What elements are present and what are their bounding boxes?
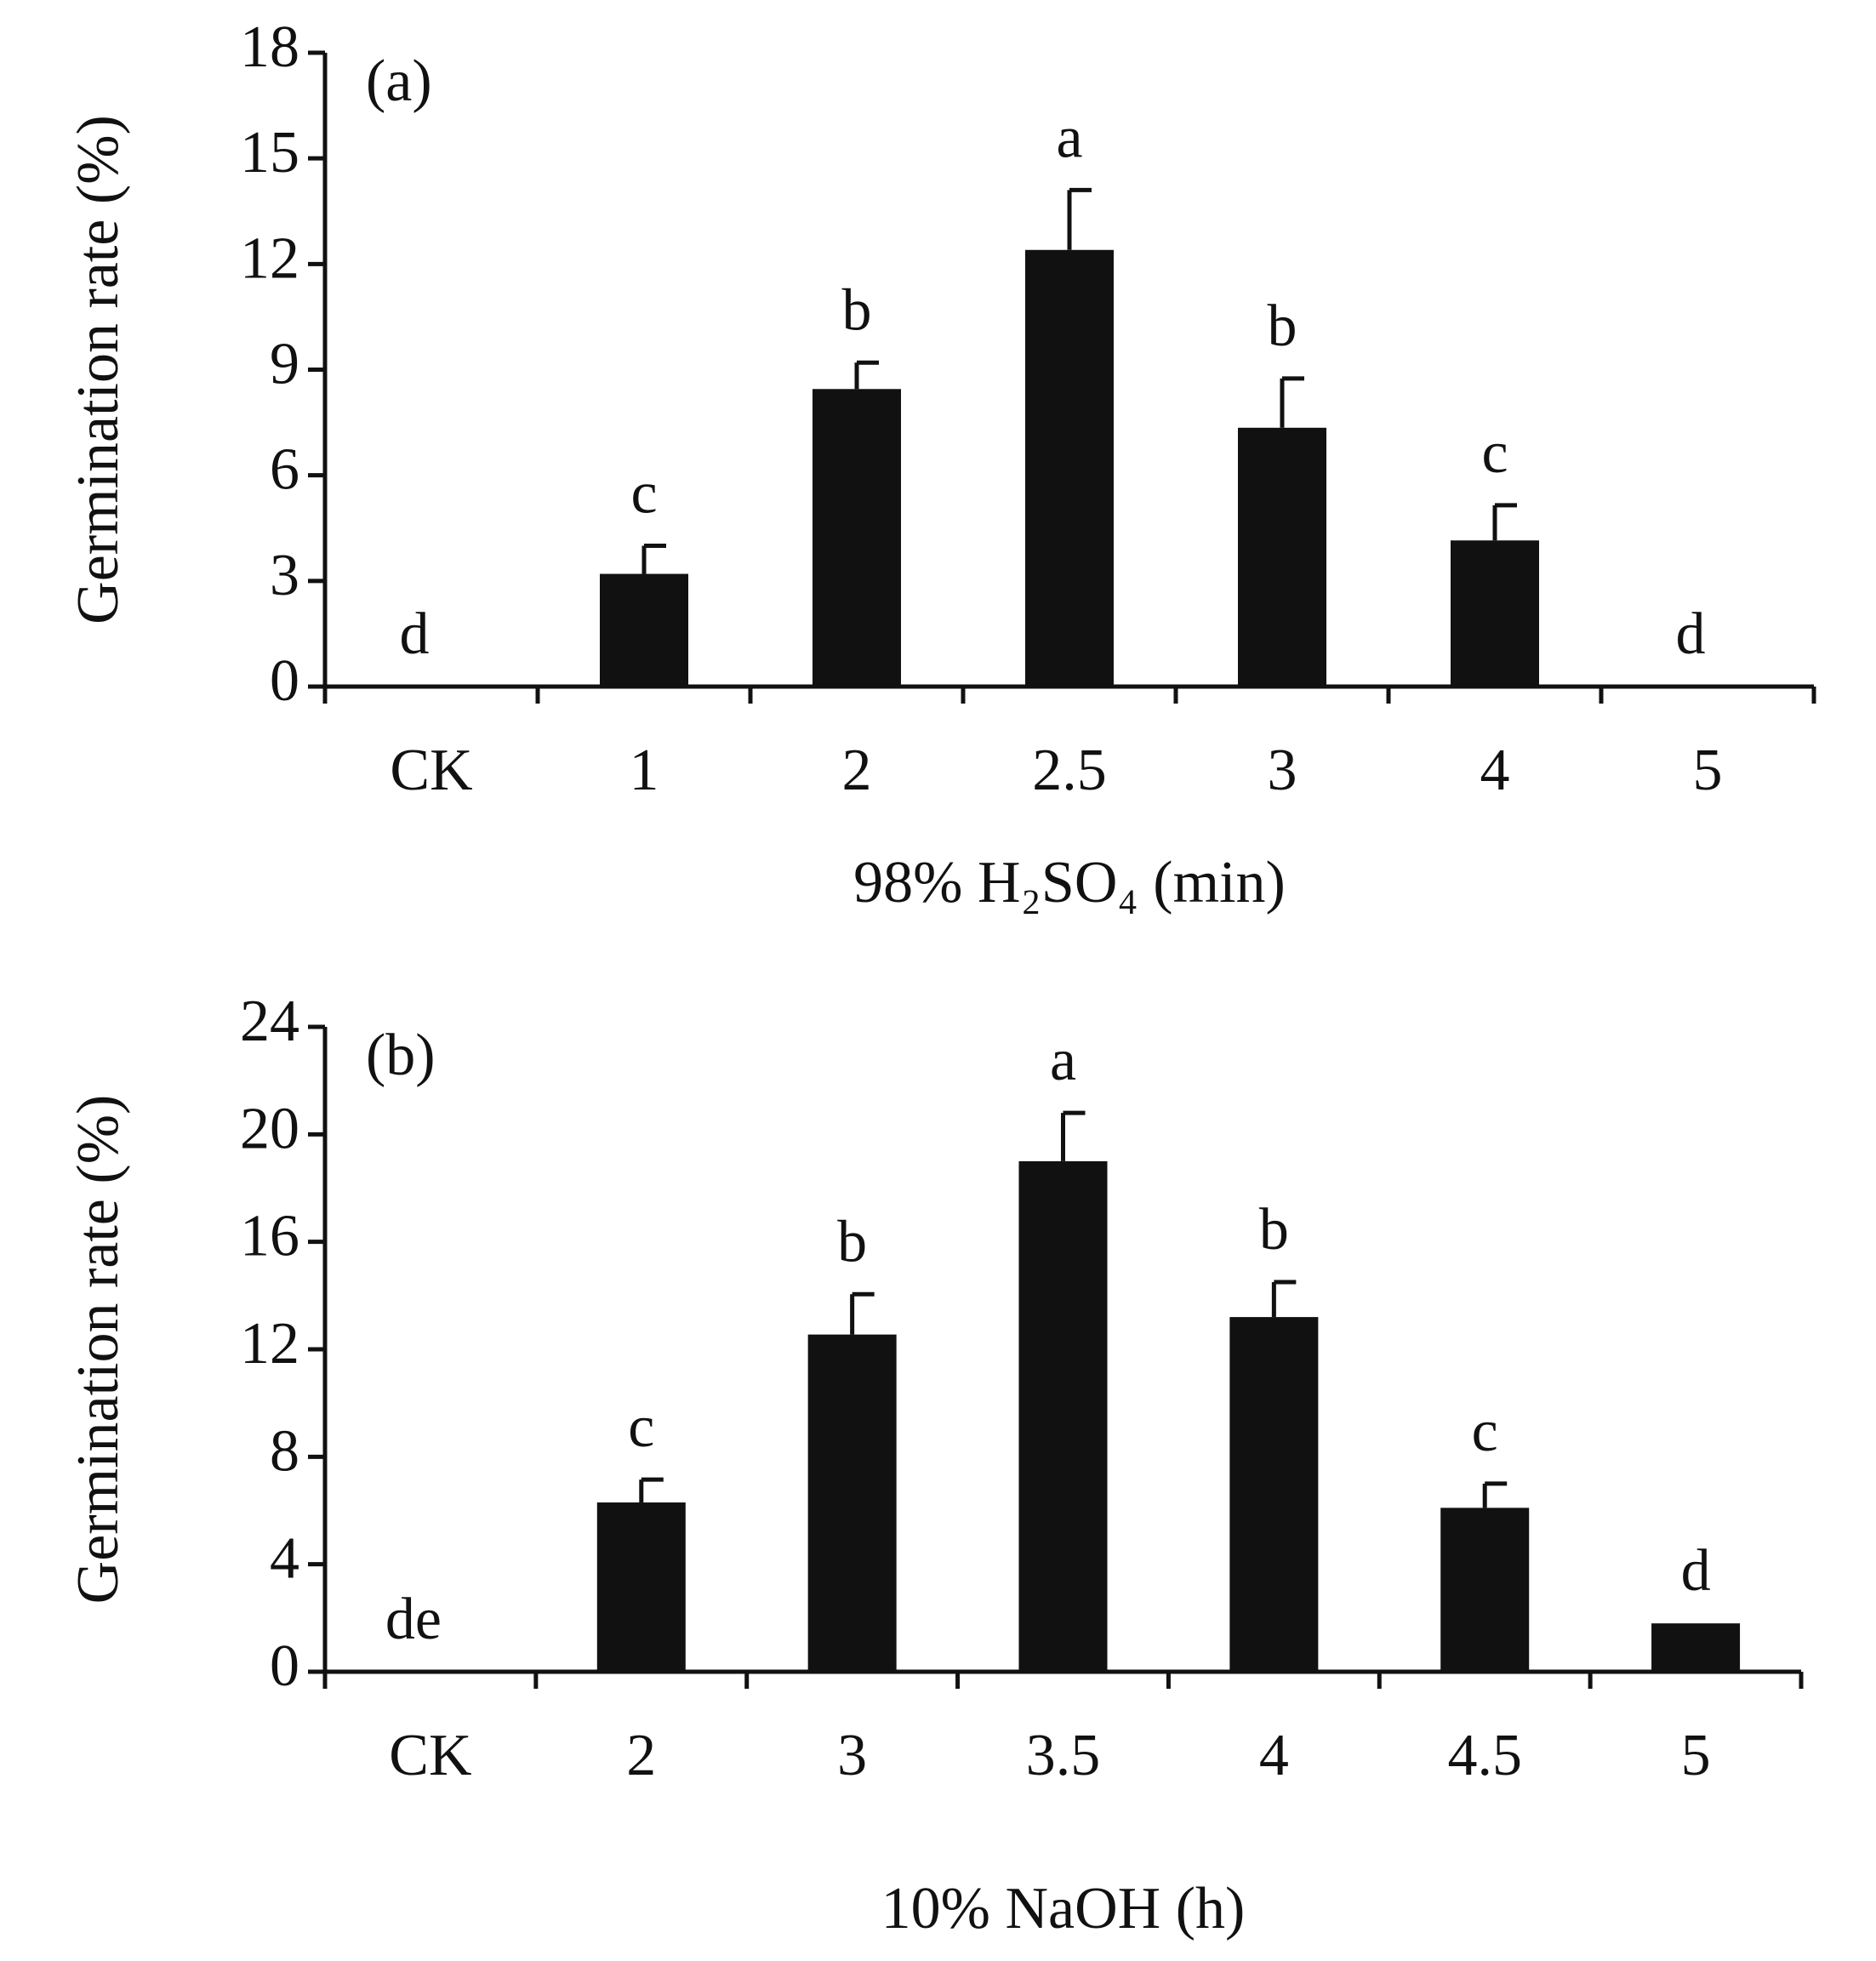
significance-letter: b (842, 277, 872, 343)
y-tick-label: 20 (240, 1096, 299, 1161)
bar (1451, 540, 1539, 687)
significance-letter: c (628, 1394, 654, 1460)
x-tick-label: 3 (837, 1723, 867, 1788)
bar (1025, 249, 1114, 687)
significance-letter: b (837, 1209, 867, 1274)
x-tick-label: 4.5 (1447, 1723, 1522, 1788)
x-tick-label: 2.5 (1032, 738, 1107, 803)
y-tick-label: 6 (270, 437, 299, 503)
bar (1238, 427, 1326, 687)
significance-letter: c (630, 461, 657, 527)
x-tick-label: CK (390, 738, 472, 803)
y-tick-label: 15 (240, 120, 299, 185)
bar (1229, 1317, 1319, 1672)
panel-label: (b) (366, 1023, 436, 1088)
bar (1018, 1160, 1108, 1672)
x-axis-label: 98% H₂SO₄ (min) (853, 850, 1286, 915)
significance-letter: b (1259, 1197, 1289, 1263)
x-tick-label: 2 (842, 738, 872, 803)
significance-letter: a (1056, 105, 1082, 170)
y-tick-label: 8 (270, 1418, 299, 1484)
bar (596, 1502, 686, 1672)
significance-letter: c (1481, 420, 1508, 486)
significance-letter: d (400, 601, 430, 667)
x-tick-label: CK (389, 1723, 471, 1788)
x-tick-label: 3 (1268, 738, 1297, 803)
y-tick-label: 24 (240, 989, 299, 1054)
y-tick-label: 9 (270, 332, 299, 397)
y-tick-label: 12 (240, 1311, 299, 1377)
bar (1440, 1508, 1530, 1672)
significance-letter: d (1681, 1538, 1711, 1604)
x-tick-label: 4 (1259, 1723, 1289, 1788)
x-tick-label: 4 (1480, 738, 1510, 803)
bar (807, 1334, 897, 1672)
significance-letter: a (1050, 1028, 1076, 1093)
panel-label: (a) (366, 48, 432, 114)
y-tick-label: 0 (270, 1633, 299, 1699)
y-axis-label: Germination rate (%) (66, 1095, 131, 1605)
x-axis-label: 10% NaOH (h) (881, 1876, 1246, 1941)
significance-letter: b (1268, 294, 1297, 359)
significance-letter: c (1472, 1399, 1498, 1464)
y-tick-label: 0 (270, 648, 299, 714)
bar (813, 389, 901, 687)
y-tick-label: 3 (270, 543, 299, 608)
y-tick-label: 16 (240, 1204, 299, 1269)
y-tick-label: 4 (270, 1526, 299, 1592)
x-tick-label: 5 (1693, 738, 1723, 803)
significance-letter: d (1676, 601, 1706, 667)
significance-letter: de (385, 1587, 442, 1652)
bar (1651, 1623, 1741, 1672)
bar (600, 573, 688, 687)
y-tick-label: 18 (240, 14, 299, 80)
y-tick-label: 12 (240, 225, 299, 291)
x-tick-label: 3.5 (1026, 1723, 1101, 1788)
x-tick-label: 5 (1681, 1723, 1711, 1788)
y-axis-label: Germination rate (%) (66, 115, 131, 624)
x-tick-label: 1 (630, 738, 659, 803)
x-tick-label: 2 (626, 1723, 656, 1788)
